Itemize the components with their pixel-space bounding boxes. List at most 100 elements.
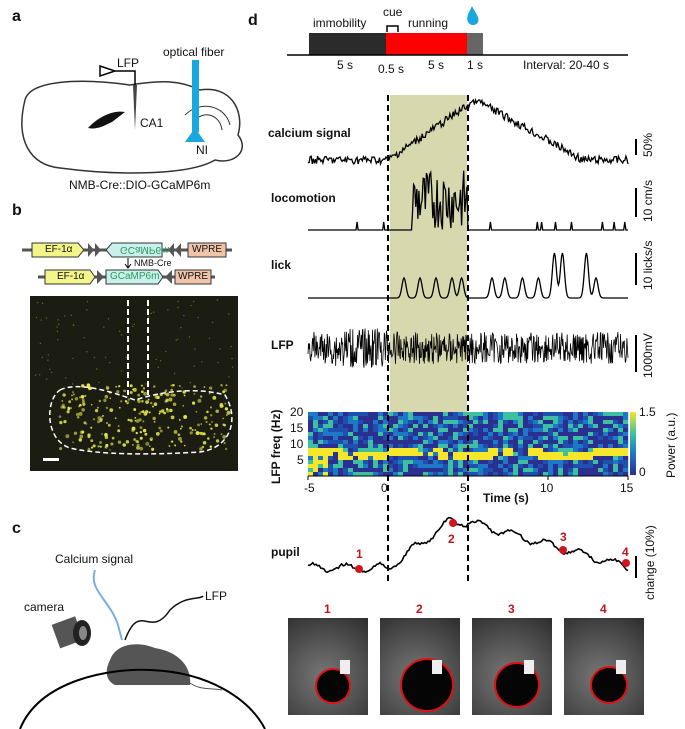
fluorescent-cell [90,426,93,429]
spectrogram-cell [598,464,604,469]
spectrogram-cell [348,444,354,449]
spectrogram-cell [348,432,354,437]
spectrogram-cell [398,416,404,421]
spectrogram-cell [453,420,459,425]
duration-running: 5 s [428,58,445,72]
spectrogram-cell [543,428,549,433]
fluorescent-cell [99,441,102,444]
spectrogram-cell [363,428,369,433]
fluorescent-cell [104,356,107,358]
spectrogram-cell [468,468,474,473]
fluorescent-cell [120,400,123,403]
spectrogram-cell [488,420,494,425]
spectrogram-cell [408,468,414,473]
lfp-cable-label: LFP [205,589,228,603]
spectrogram-cell [428,428,434,433]
fluorescent-cell [106,385,108,387]
spectrogram-cell [518,452,524,457]
fluorescent-cell [170,415,175,420]
spectrogram-cell [363,464,369,469]
spectrogram-cell [388,468,394,473]
spectrogram-cell [378,436,384,441]
spectrogram-cell [433,448,439,453]
fluorescent-cell [191,401,196,405]
fluorescent-cell [78,411,83,416]
spectrogram-cell [388,452,394,457]
spectrogram-cell [378,440,384,445]
fluorescent-cell [135,431,138,435]
spectrogram-cell [608,472,614,477]
spectrogram-cell [508,420,514,425]
spectrogram-cell [448,420,454,425]
spectrogram-cell [493,472,499,477]
spectrogram-cell [353,456,359,461]
fluorescent-cell [70,314,72,317]
spectrogram-cell [323,432,329,437]
spectrogram-cell [363,444,369,449]
spectrogram-cell [603,440,609,445]
cerebellum-lines [184,105,231,131]
fluorescent-cell [104,446,108,449]
spectrogram-cell [613,416,619,421]
spectrogram-cell [558,452,564,457]
spectrogram-cell [618,468,624,473]
spectrogram-cell [393,424,399,429]
spectrogram-cell [373,416,379,421]
spectrogram-cell [348,464,354,469]
spectrogram-cell [578,436,584,441]
spectrogram-cell [343,472,349,477]
spectrogram-cell [453,436,459,441]
spectrogram-cell [413,452,419,457]
spectrogram-cell [398,464,404,469]
spectrogram-cell [408,444,414,449]
spectrogram-cell [603,464,609,469]
spectrogram-cell [373,468,379,473]
spectrogram-cell [518,412,524,417]
spectrogram-cell [463,428,469,433]
spectrogram-cell [608,452,614,457]
spectrogram-cell [543,452,549,457]
spectrogram-cell [493,416,499,421]
genotype-label: NMB-Cre::DIO-GCaMP6m [69,178,211,192]
fluorescent-cell [167,309,169,311]
spectrogram-cell [533,464,539,469]
spectrogram-cell [383,452,389,457]
spectrogram-cell [393,444,399,449]
spectrogram-cell [403,436,409,441]
spectrogram-cell [593,420,599,425]
spectrogram-cell [393,460,399,465]
spectrogram-cell [573,440,579,445]
spectrogram-cell [438,424,444,429]
spectrogram-cell [538,440,544,445]
spectrogram-cell [508,460,514,465]
spectrogram-cell [533,412,539,417]
spectrogram-cell [518,448,524,453]
fluorescent-cell [159,360,162,362]
fluorescent-cell [168,397,173,402]
spectrogram-cell [518,428,524,433]
fluorescent-cell [163,411,166,415]
fluorescent-cell [170,440,173,443]
spectrogram-cell [578,468,584,473]
spectrogram-cell [418,456,424,461]
spectrogram-cell [588,460,594,465]
spectrogram-cell [593,436,599,441]
spectrogram-cell [548,444,554,449]
spectrogram-cell [548,460,554,465]
spectrogram-cell [403,440,409,445]
spectrogram-cell [423,420,429,425]
fluorescent-cell [152,311,155,313]
spectrogram-cell [463,432,469,437]
spectrogram-cell [598,436,604,441]
fluorescent-cell [117,440,122,444]
spectrogram-cell [568,464,574,469]
spectrogram-cell [393,468,399,473]
fluorescent-cell [135,419,140,423]
spectrogram-cell [353,464,359,469]
fluorescent-cell [230,345,232,348]
spectrogram-cell [333,464,339,469]
spectrogram-cell [618,440,624,445]
spectrogram-cell [333,468,339,473]
spectrogram-cell [498,440,504,445]
spectrogram-cell [318,444,324,449]
